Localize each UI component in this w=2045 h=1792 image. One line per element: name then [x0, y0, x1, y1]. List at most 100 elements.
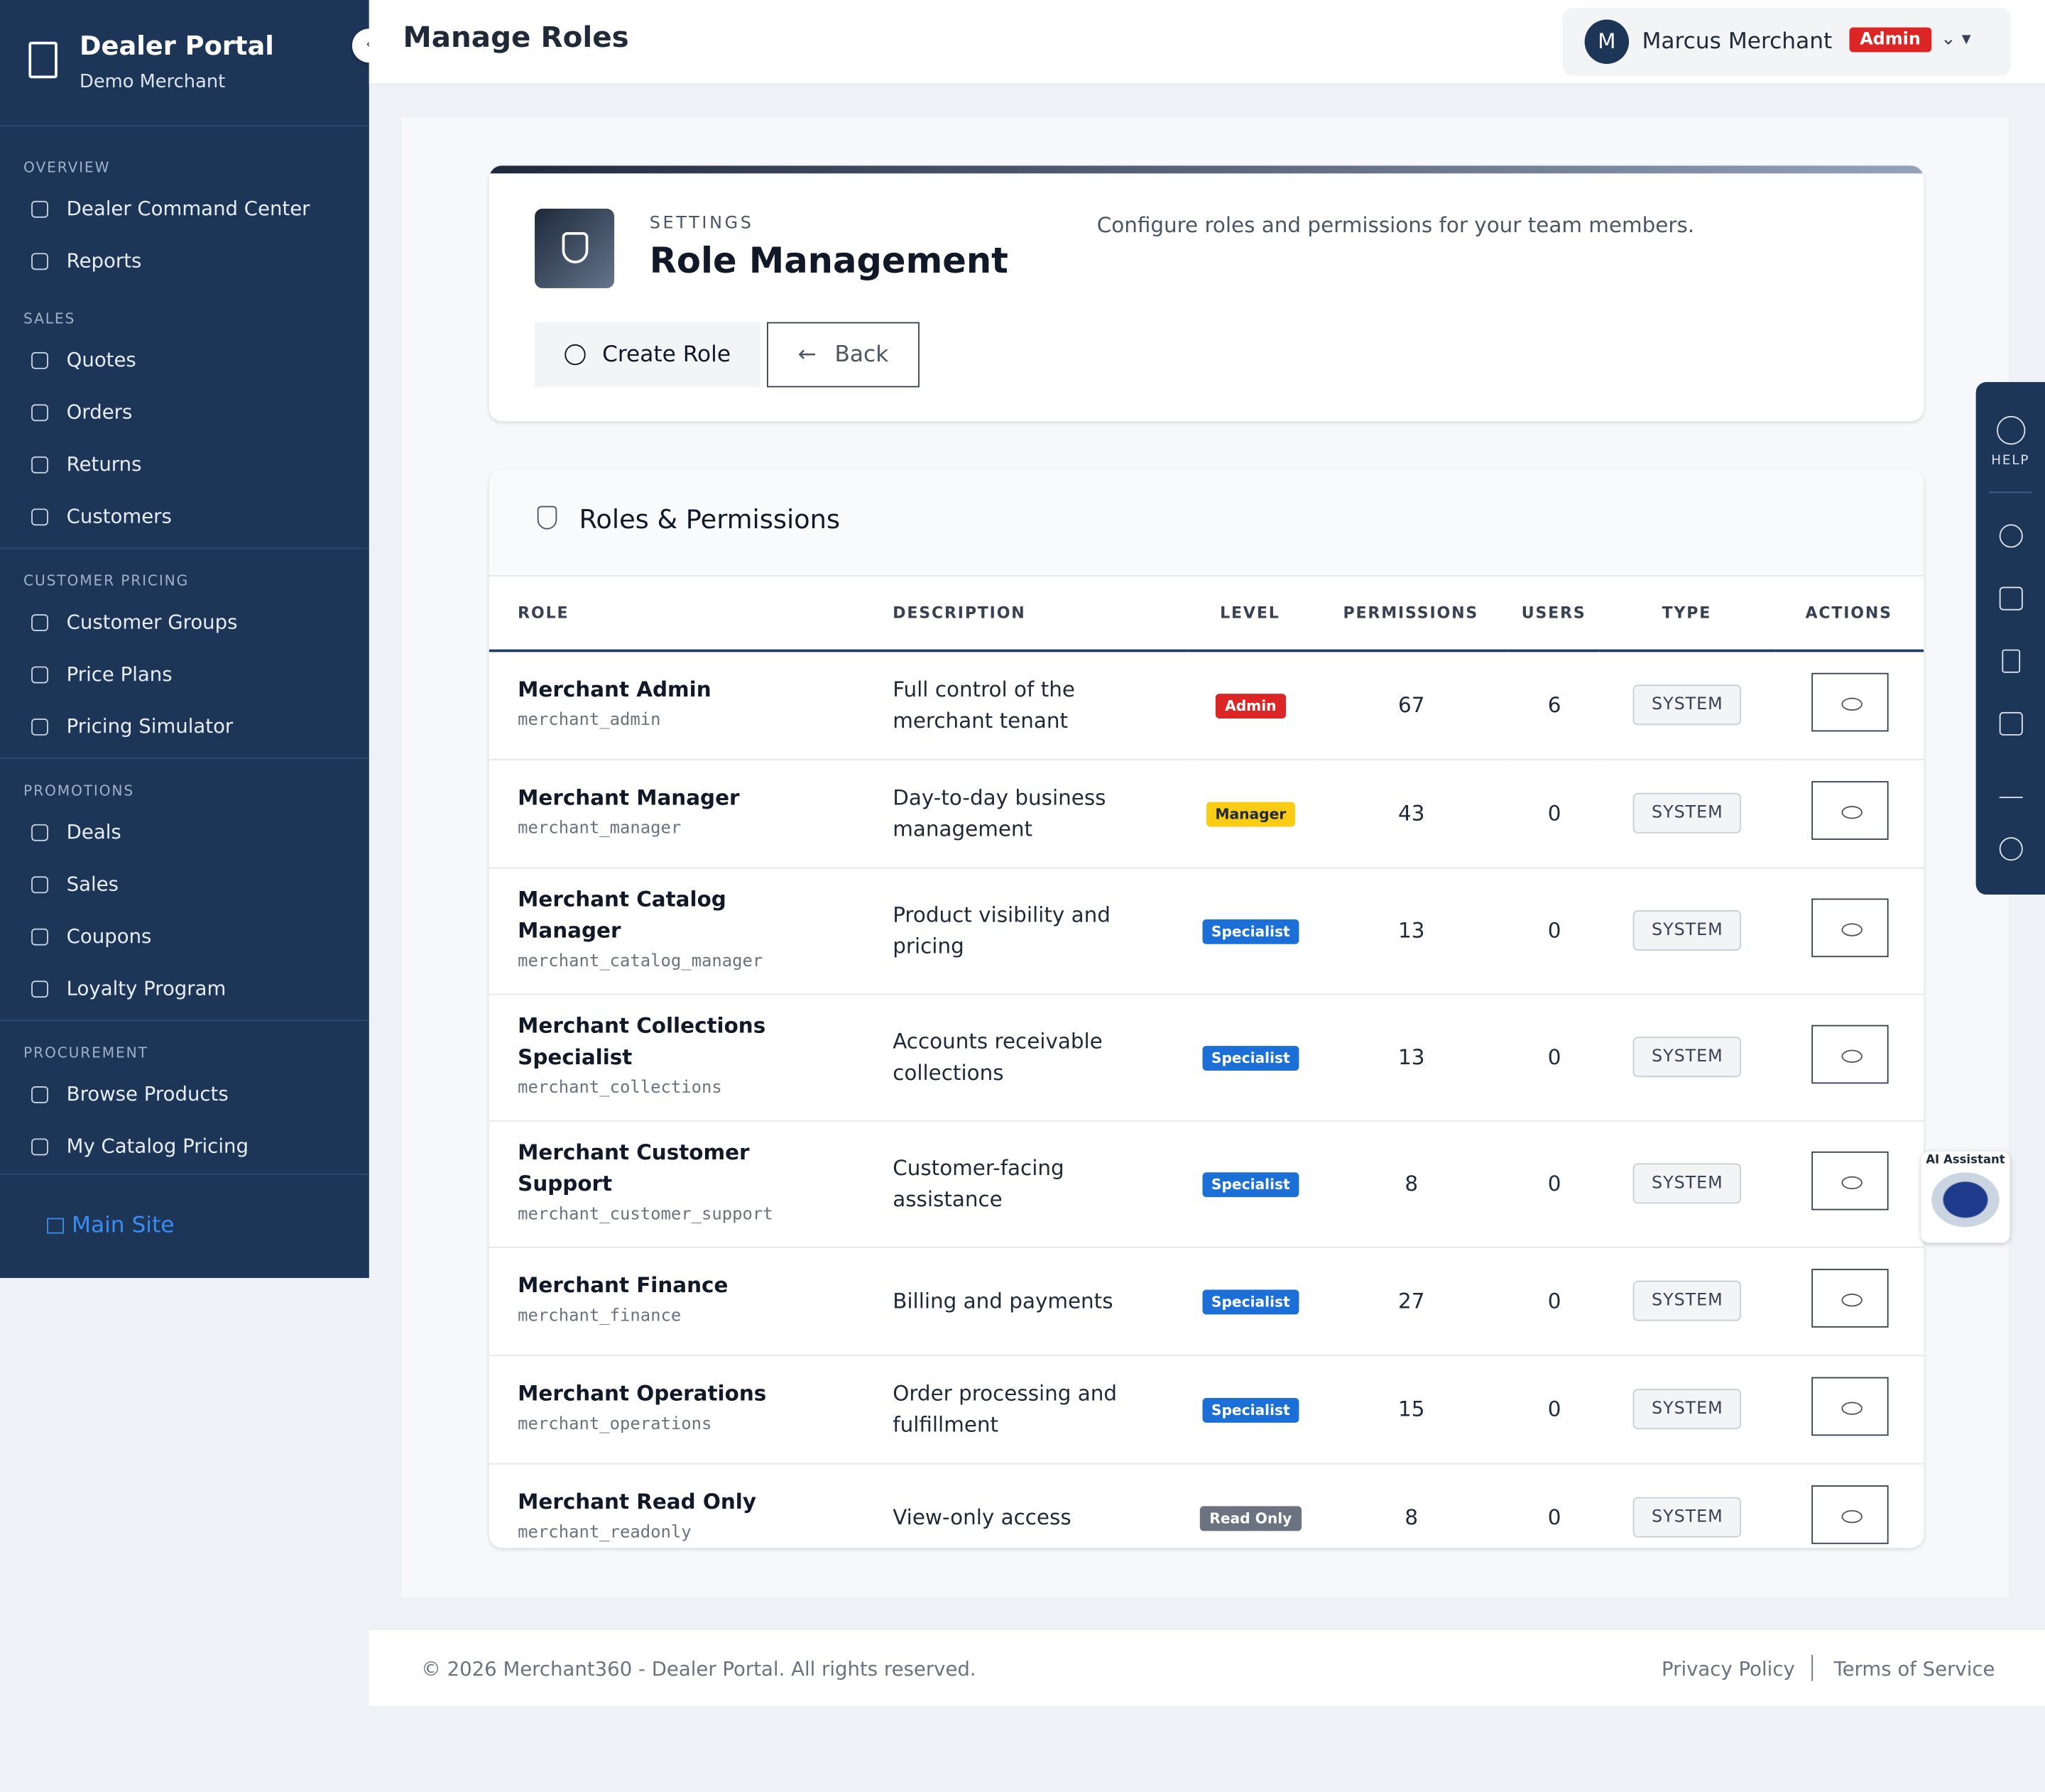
level-badge: Admin [1216, 693, 1286, 719]
role-row: Merchant Operations merchant_operations Or… [489, 1355, 1924, 1464]
nav-item[interactable]: Reports [0, 235, 369, 287]
type-badge: SYSTEM [1633, 1037, 1742, 1078]
shield-icon [537, 506, 557, 530]
level-badge: Specialist [1202, 918, 1299, 944]
view-button[interactable] [1811, 1025, 1888, 1084]
create-role-button[interactable]: Create Role [535, 322, 760, 388]
actions-cell [1775, 650, 1924, 760]
level-badge: Read Only [1200, 1505, 1302, 1531]
accent-bar [489, 165, 1924, 174]
description-cell: Billing and payments [863, 1246, 1188, 1356]
portal-subtitle: Demo Merchant [80, 72, 226, 93]
role-row: Merchant Manager merchant_manager Day-to-d… [489, 758, 1924, 868]
nav-label: Customer Groups [66, 610, 238, 634]
view-button[interactable] [1811, 673, 1888, 732]
logo-icon [28, 41, 58, 79]
nav-icon [31, 1086, 48, 1103]
rail-icon[interactable] [1998, 711, 2022, 736]
permissions-count: 8 [1313, 1120, 1510, 1247]
shield-tile [535, 208, 615, 288]
nav-item[interactable]: Deals [0, 806, 369, 858]
button-label: Create Role [602, 342, 731, 368]
type-badge: SYSTEM [1633, 684, 1742, 726]
description-cell: Customer-facing assistance [863, 1120, 1188, 1247]
rail-icon[interactable] [1998, 586, 2022, 611]
role-key: merchant_admin [518, 710, 661, 731]
view-button[interactable] [1811, 1377, 1888, 1436]
nav-item[interactable]: Orders [0, 386, 369, 438]
description-cell: Accounts receivable collections [863, 993, 1188, 1121]
role-key: merchant_customer_support [518, 1204, 773, 1224]
nav-item[interactable]: Returns [0, 438, 369, 490]
nav-item[interactable]: My Catalog Pricing [0, 1120, 369, 1172]
nav-item[interactable]: Dealer Command Center [0, 182, 369, 234]
description-cell: Full control of the merchant tenant [863, 650, 1188, 760]
view-button[interactable] [1811, 898, 1888, 958]
nav-item[interactable]: Sales [0, 858, 369, 910]
level-cell: Specialist [1187, 993, 1314, 1121]
footer: © 2026 Merchant360 - Dealer Portal. All … [369, 1629, 2045, 1706]
chevrons: ⌄ ▾ [1941, 28, 1971, 50]
nav-label: Price Plans [66, 662, 173, 687]
role-key: merchant_catalog_manager [518, 951, 763, 971]
nav-item[interactable]: Customers [0, 491, 369, 542]
role-description: Customer-facing assistance [893, 1154, 1064, 1211]
permissions-count: 13 [1313, 867, 1510, 995]
section-heading: PROCUREMENT [23, 1044, 148, 1062]
view-button[interactable] [1811, 781, 1888, 840]
footer-link[interactable]: Privacy Policy [1662, 1657, 1795, 1681]
role-cell: Merchant Collections Specialist merchant_… [489, 993, 864, 1121]
header-row: ROLE DESCRIPTION LEVEL PERMISSIONS USERS TYPE… [489, 575, 1924, 652]
nav-item[interactable]: Loyalty Program [0, 963, 369, 1015]
type-cell: SYSTEM [1599, 1120, 1776, 1247]
rail-icon[interactable] [1998, 524, 2022, 548]
role-cell: Merchant Operations merchant_operations [489, 1355, 864, 1464]
nav-icon [31, 200, 48, 217]
role-key: merchant_readonly [518, 1522, 692, 1542]
users-count: 0 [1509, 867, 1600, 995]
help-icon[interactable] [1996, 415, 2025, 445]
view-button[interactable] [1811, 1269, 1888, 1328]
column-header: ROLE [489, 575, 864, 652]
nav-item[interactable]: Price Plans [0, 648, 369, 700]
column-header: USERS [1509, 575, 1600, 652]
nav-item[interactable]: Pricing Simulator [0, 700, 369, 752]
nav-item[interactable]: Browse Products [0, 1068, 369, 1120]
view-button[interactable] [1811, 1151, 1888, 1211]
nav-item[interactable]: Coupons [0, 910, 369, 962]
type-badge: SYSTEM [1633, 1280, 1742, 1321]
permissions-count: 8 [1313, 1463, 1510, 1548]
view-button[interactable] [1811, 1485, 1888, 1544]
roles-title: Roles & Permissions [579, 503, 841, 535]
section-heading: SALES [23, 310, 76, 328]
role-description: Billing and payments [893, 1287, 1113, 1313]
rail-icon[interactable] [1998, 837, 2022, 861]
nav-icon [31, 455, 48, 473]
nav-icon [31, 665, 48, 683]
footer-link[interactable]: Terms of Service [1833, 1657, 1995, 1681]
nav-label: Coupons [66, 924, 152, 949]
right-rail: HELP [1975, 382, 2045, 895]
nav-icon [31, 613, 48, 631]
rail-icon[interactable] [1998, 775, 2022, 799]
main-site-link[interactable]: Main Site [47, 1213, 174, 1239]
nav-item[interactable]: Customer Groups [0, 596, 369, 648]
role-cell: Merchant Finance merchant_finance [489, 1246, 864, 1356]
column-header: LEVEL [1187, 575, 1314, 652]
user-menu[interactable]: M Marcus Merchant Admin ⌄ ▾ [1562, 8, 2012, 76]
avatar: M [1584, 19, 1630, 65]
ai-assistant[interactable]: AI Assistant [1921, 1151, 2010, 1243]
role-description: Order processing and fulfillment [893, 1380, 1118, 1437]
nav-item[interactable]: Quotes [0, 334, 369, 386]
level-cell: Read Only [1187, 1463, 1314, 1548]
rail-icon[interactable] [2001, 649, 2020, 673]
nav-icon [31, 875, 48, 893]
role-name: Merchant Read Only [518, 1488, 757, 1514]
ai-label: AI Assistant [1926, 1154, 2005, 1167]
nav-label: Quotes [66, 348, 136, 372]
role-row: Merchant Admin merchant_admin Full control… [489, 650, 1924, 760]
back-button[interactable]: ← Back [767, 322, 920, 388]
description-cell: View-only access [863, 1463, 1188, 1548]
nav-icon [31, 403, 48, 421]
